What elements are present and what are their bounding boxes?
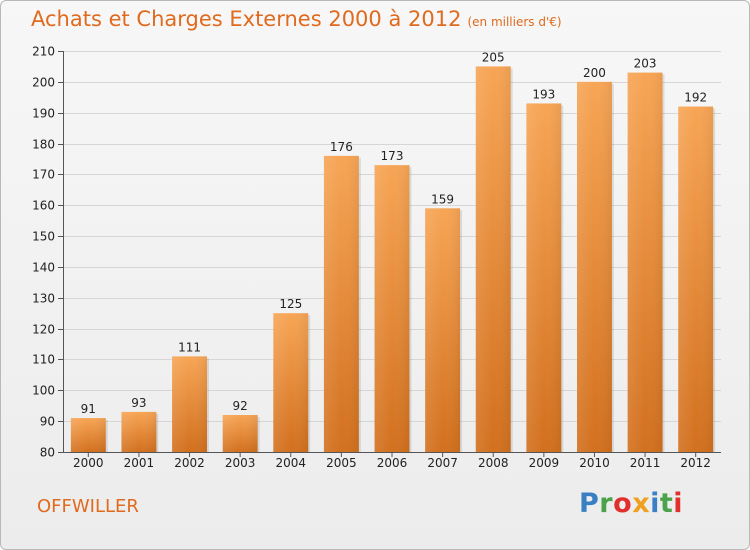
y-tick-label: 80 <box>40 446 55 460</box>
x-tick-label: 2006 <box>377 456 408 470</box>
bar-layer <box>70 66 716 453</box>
x-tick-label: 2009 <box>529 456 560 470</box>
y-tick-label: 100 <box>32 384 55 398</box>
chart-title-text: Achats et Charges Externes 2000 à 2012 <box>31 7 462 31</box>
bar-value-label: 176 <box>330 140 353 154</box>
label-layer: 91 2000 93 2001 111 2002 92 2003 125 2004 176 2005 1… <box>73 50 711 470</box>
x-tick-label: 2010 <box>579 456 610 470</box>
bar-sheen <box>172 356 208 452</box>
x-tick-label: 2008 <box>478 456 509 470</box>
chart-title: Achats et Charges Externes 2000 à 2012 (e… <box>31 7 562 31</box>
x-tick-label: 2005 <box>326 456 357 470</box>
bar-value-label: 111 <box>178 340 201 354</box>
x-tick-label: 2004 <box>275 456 306 470</box>
bar-sheen <box>273 313 309 452</box>
bar-sheen <box>323 155 359 452</box>
y-tick-label: 120 <box>32 323 55 337</box>
x-tick-label: 2012 <box>680 456 711 470</box>
x-tick-label: 2003 <box>225 456 256 470</box>
x-tick-label: 2011 <box>630 456 661 470</box>
x-tick-label: 2000 <box>73 456 104 470</box>
bar-sheen <box>222 414 258 452</box>
y-tick-label: 140 <box>32 261 55 275</box>
bar-sheen <box>475 66 511 452</box>
y-tick-label: 170 <box>32 168 55 182</box>
y-tick-label: 110 <box>32 353 55 367</box>
y-tick-label: 160 <box>32 199 55 213</box>
bar-sheen <box>374 165 410 452</box>
proxiti-logo: Proxiti <box>579 488 683 519</box>
y-tick-label: 150 <box>32 230 55 244</box>
bar-value-label: 125 <box>279 297 302 311</box>
bar-sheen <box>576 81 612 452</box>
logo-letter: i <box>650 488 660 519</box>
logo-letter: i <box>673 488 684 519</box>
bar-value-label: 159 <box>431 192 454 206</box>
logo-letter: x <box>632 488 651 519</box>
axis-layer: 80 90 100 110 120 130 140 150 160 170 180 190 200 210 <box>32 45 721 460</box>
bar-sheen <box>627 72 663 452</box>
logo-letter: P <box>579 488 600 519</box>
bar-value-label: 203 <box>634 57 657 71</box>
x-tick-label: 2001 <box>124 456 155 470</box>
y-tick-label: 200 <box>32 76 55 90</box>
bar-sheen <box>121 411 157 452</box>
y-tick-label: 90 <box>40 415 55 429</box>
chart-unit: (en milliers d'€) <box>467 15 562 29</box>
bar-sheen <box>526 103 562 452</box>
y-tick-label: 130 <box>32 292 55 306</box>
bar-sheen <box>678 106 714 453</box>
city-name: OFFWILLER <box>37 496 139 517</box>
y-tick-label: 190 <box>32 107 55 121</box>
y-tick-label: 180 <box>32 138 55 152</box>
x-tick-label: 2007 <box>427 456 458 470</box>
x-tick-label: 2002 <box>174 456 205 470</box>
logo-letter: o <box>613 488 633 519</box>
bar-value-label: 173 <box>381 149 404 163</box>
bar-value-label: 192 <box>684 91 707 105</box>
logo-letter: t <box>659 488 674 519</box>
bar-value-label: 205 <box>482 50 505 64</box>
bar-value-label: 91 <box>81 402 96 416</box>
bar-value-label: 92 <box>233 399 248 413</box>
bar-value-label: 193 <box>532 87 555 101</box>
bar-value-label: 93 <box>131 396 146 410</box>
y-tick-label: 210 <box>32 45 55 59</box>
bar-sheen <box>70 418 106 452</box>
bar-value-label: 200 <box>583 66 606 80</box>
logo-letter: r <box>599 488 614 519</box>
bar-sheen <box>425 208 461 452</box>
